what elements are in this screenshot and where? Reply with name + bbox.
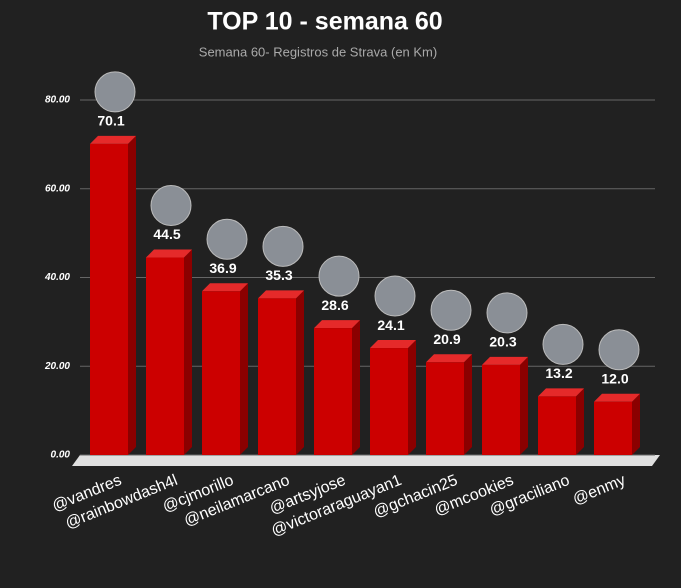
y-tick-label: 60.00 [45, 183, 70, 194]
value-label: 20.9 [433, 331, 460, 347]
avatar [262, 225, 304, 267]
bar-top [146, 249, 192, 258]
avatar [430, 289, 472, 331]
value-label: 20.3 [489, 334, 516, 350]
bar [90, 143, 128, 455]
bar-top [90, 135, 136, 144]
bar-side [352, 320, 360, 455]
chart-title: TOP 10 - semana 60 [207, 8, 442, 36]
avatar [318, 255, 360, 297]
bar-top [258, 290, 304, 299]
value-label: 28.6 [321, 297, 348, 313]
bar [146, 257, 184, 455]
avatar [486, 292, 528, 334]
avatar [206, 218, 248, 260]
value-label: 12.0 [601, 370, 628, 386]
bar-top [202, 283, 248, 292]
bar [202, 291, 240, 455]
bar [370, 348, 408, 455]
bar-top [482, 356, 528, 365]
bar-side [184, 249, 192, 455]
bar-side [632, 393, 640, 455]
avatar [542, 323, 584, 365]
bar-top [594, 393, 640, 402]
bar-side [408, 340, 416, 455]
bar [426, 362, 464, 455]
bar-side [240, 283, 248, 455]
avatar [598, 329, 640, 371]
bar [314, 328, 352, 455]
bar-side [128, 135, 136, 455]
bar-side [296, 290, 304, 455]
avatar [374, 275, 416, 317]
bar [482, 364, 520, 455]
bar-top [426, 354, 472, 363]
value-label: 44.5 [153, 226, 180, 242]
y-tick-label: 0.00 [51, 450, 71, 461]
bar-top [370, 340, 416, 349]
y-tick-label: 40.00 [44, 272, 70, 283]
value-label: 35.3 [265, 267, 292, 283]
bar-top [314, 320, 360, 329]
bar-side [576, 388, 584, 455]
y-tick-label: 80.00 [45, 95, 70, 106]
chart-subtitle: Semana 60- Registros de Strava (en Km) [199, 44, 437, 59]
bar [538, 396, 576, 455]
bar-top [538, 388, 584, 397]
value-label: 36.9 [209, 260, 236, 276]
bar-side [464, 354, 472, 455]
value-label: 24.1 [377, 317, 404, 333]
y-tick-label: 20.00 [44, 361, 70, 372]
avatar [94, 71, 136, 113]
bar-side [520, 356, 528, 455]
value-label: 13.2 [545, 365, 572, 381]
bar [258, 298, 296, 455]
avatar [150, 185, 192, 227]
floor [72, 455, 660, 466]
value-label: 70.1 [97, 113, 124, 129]
bar [594, 401, 632, 455]
